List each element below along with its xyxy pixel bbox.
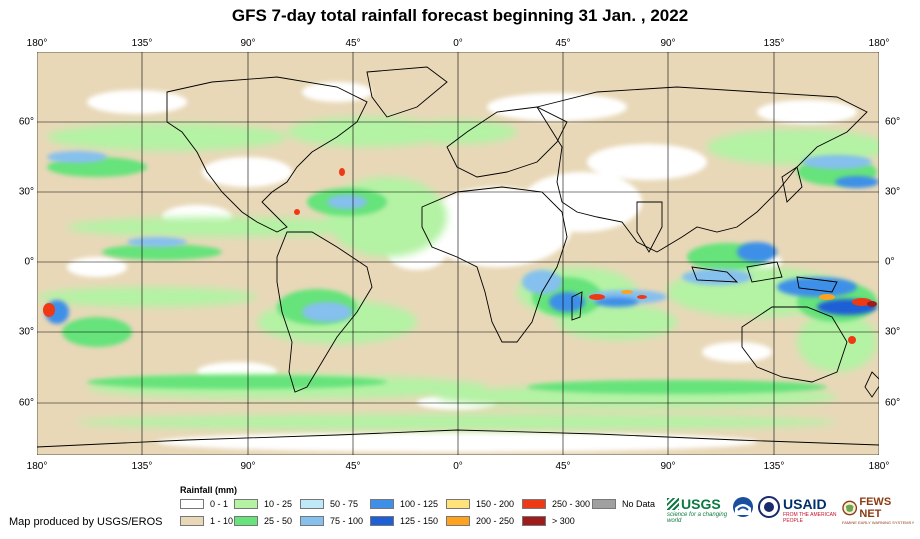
fewsnet-logo: FEWS NET FAMINE EARLY WARNING SYSTEMS NE… (842, 496, 914, 530)
usgs-logo: USGS science for a changing world (667, 496, 729, 530)
legend-label: 10 - 25 (264, 499, 293, 509)
legend-item: 125 - 150 (370, 515, 438, 527)
lon-label: 45° (345, 38, 361, 49)
fewsnet-wordmark: FEWS NET (859, 496, 892, 520)
legend-swatch (300, 516, 324, 526)
legend-label: 125 - 150 (400, 516, 439, 526)
globe-icon (842, 500, 858, 516)
usgs-tagline: science for a changing world (667, 512, 728, 524)
legend-swatch (592, 499, 616, 509)
legend-swatch (446, 499, 470, 509)
legend-label: 0 - 1 (210, 499, 229, 509)
lon-label: 135° (131, 461, 153, 472)
legend-label: 150 - 200 (476, 499, 515, 509)
lat-label: 60° (18, 397, 34, 409)
legend-item: 1 - 10 (180, 515, 233, 527)
lon-label: 45° (345, 461, 361, 472)
lat-label: 30° (18, 326, 34, 338)
lon-label: 90° (240, 38, 256, 49)
lon-label: 45° (555, 38, 571, 49)
lat-label: 30° (885, 186, 901, 198)
lon-label: 135° (131, 38, 153, 49)
legend-swatch (446, 516, 470, 526)
lon-label: 0° (453, 461, 463, 472)
lat-label: 0° (885, 256, 895, 268)
map-title: GFS 7-day total rainfall forecast beginn… (231, 6, 689, 25)
legend-item: 0 - 1 (180, 498, 228, 510)
noaa-icon (733, 497, 753, 517)
rain-heavy (43, 168, 877, 344)
lat-label: 0° (24, 256, 34, 268)
legend-swatch (234, 499, 258, 509)
legend-item: 200 - 250 (446, 515, 514, 527)
legend-swatch (180, 499, 204, 509)
legend-swatch (522, 499, 546, 509)
legend-label: 250 - 300 (552, 499, 591, 509)
lon-label: 135° (763, 461, 785, 472)
usaid-logo: USAID FROM THE AMERICAN PEOPLE (783, 496, 841, 530)
legend-label: 75 - 100 (330, 516, 364, 526)
legend-label: > 300 (552, 516, 575, 526)
lon-label: 180° (26, 38, 48, 49)
legend-swatch (180, 516, 204, 526)
legend-item: 10 - 25 (234, 498, 292, 510)
legend-label: No Data (622, 499, 656, 509)
noaa-logo (732, 496, 754, 530)
lat-label: 30° (885, 326, 901, 338)
legend-title: Rainfall (mm) (180, 485, 238, 495)
lat-label: 60° (18, 116, 34, 128)
usgs-wave-icon (667, 498, 679, 510)
lon-label: 180° (868, 38, 890, 49)
lon-label: 180° (868, 461, 890, 472)
legend-swatch (522, 516, 546, 526)
legend-label: 200 - 250 (476, 516, 515, 526)
lon-label: 90° (660, 38, 676, 49)
legend-label: 100 - 125 (400, 499, 439, 509)
legend-item: 150 - 200 (446, 498, 514, 510)
legend-label: 50 - 75 (330, 499, 359, 509)
usaid-wordmark: USAID (783, 496, 827, 512)
legend-swatch (234, 516, 258, 526)
lon-label: 90° (240, 461, 256, 472)
rainfall-map (37, 52, 879, 455)
legend-item: 100 - 125 (370, 498, 438, 510)
legend-item: > 300 (522, 515, 575, 527)
credit-text: Map produced by USGS/EROS (9, 516, 163, 528)
legend-label: 25 - 50 (264, 516, 293, 526)
legend-label: 1 - 10 (210, 516, 234, 526)
legend-item: 50 - 75 (300, 498, 358, 510)
dhs-seal (758, 496, 780, 530)
legend-item: 250 - 300 (522, 498, 590, 510)
lat-label: 30° (18, 186, 34, 198)
legend-swatch (370, 516, 394, 526)
lon-label: 0° (453, 38, 463, 49)
lon-label: 45° (555, 461, 571, 472)
legend-swatch (300, 499, 324, 509)
lat-label: 60° (885, 397, 901, 409)
usgs-wordmark: USGS (681, 496, 721, 512)
graticule (37, 52, 879, 455)
lon-label: 135° (763, 38, 785, 49)
coastlines (37, 66, 879, 448)
lon-label: 90° (660, 461, 676, 472)
legend-item: 25 - 50 (234, 515, 292, 527)
lat-label: 60° (885, 116, 901, 128)
legend-item: 75 - 100 (300, 515, 363, 527)
usaid-tagline: FROM THE AMERICAN PEOPLE (783, 512, 837, 524)
legend-item: No Data (592, 498, 655, 510)
lon-label: 180° (26, 461, 48, 472)
fewsnet-tagline: FAMINE EARLY WARNING SYSTEMS NETWORK (842, 520, 914, 525)
legend-swatch (370, 499, 394, 509)
seal-icon (758, 496, 780, 518)
